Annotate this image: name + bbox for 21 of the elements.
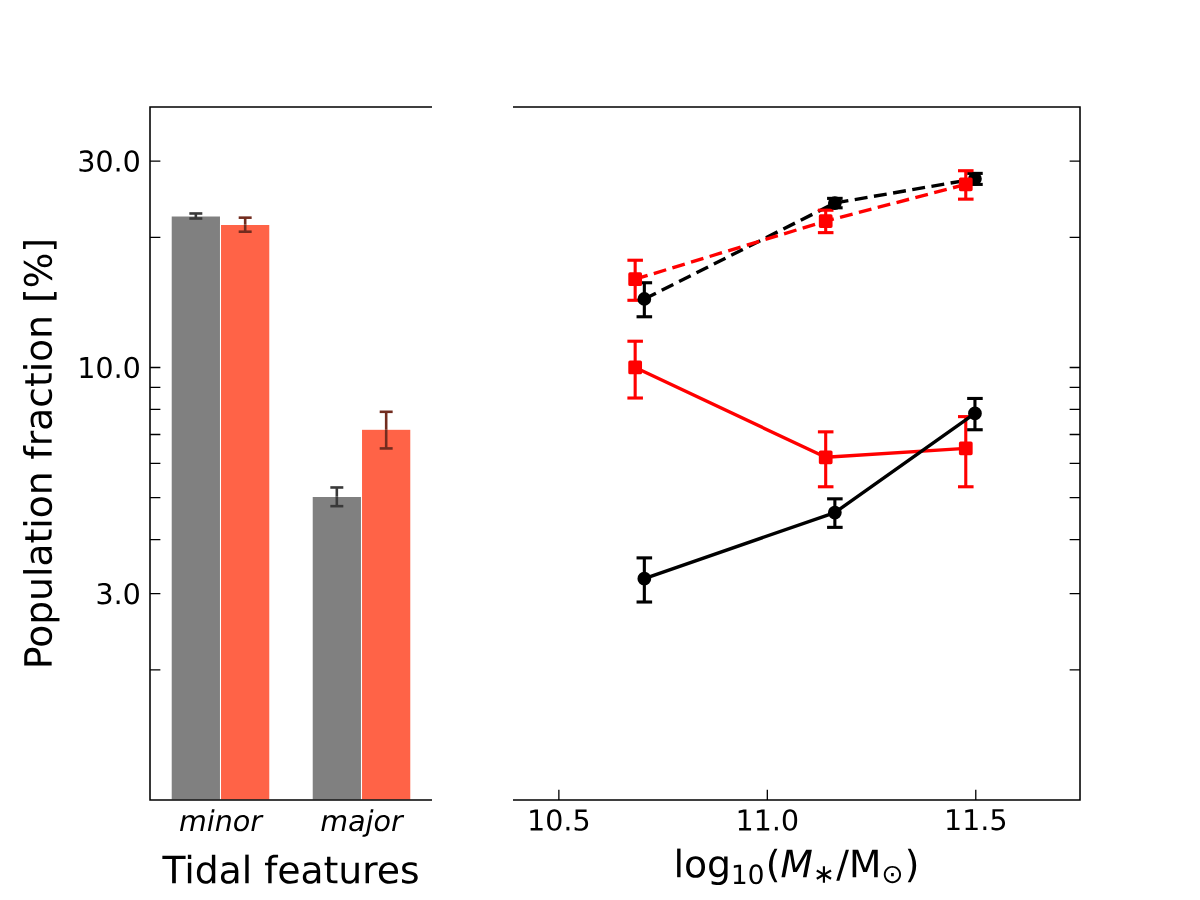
point <box>637 571 652 586</box>
point <box>958 441 973 456</box>
point <box>818 450 833 465</box>
x-axis-title: log$_{10}$(M$_{∗}$/M$_{⊙}$) <box>677 848 917 886</box>
point <box>827 505 842 520</box>
x-tick-label: 11.0 <box>738 809 798 831</box>
x-tick-label: major <box>321 809 405 837</box>
x-tick-label: 10.5 <box>530 809 589 831</box>
point <box>818 214 833 228</box>
point <box>637 292 652 306</box>
x-tick-label: 11.5 <box>947 809 1006 831</box>
y-tick-label: 30.0 <box>79 150 139 172</box>
point <box>628 272 643 287</box>
x-axis-title: Tidal features <box>162 854 418 884</box>
point <box>968 406 982 421</box>
x-tick-label: minor <box>180 809 264 832</box>
y-tick-label: 3.0 <box>97 582 139 605</box>
point <box>958 177 973 192</box>
point <box>628 360 643 375</box>
y-axis-title: Population fraction [%] <box>23 241 60 666</box>
y-tick-label: 10.0 <box>80 356 139 379</box>
